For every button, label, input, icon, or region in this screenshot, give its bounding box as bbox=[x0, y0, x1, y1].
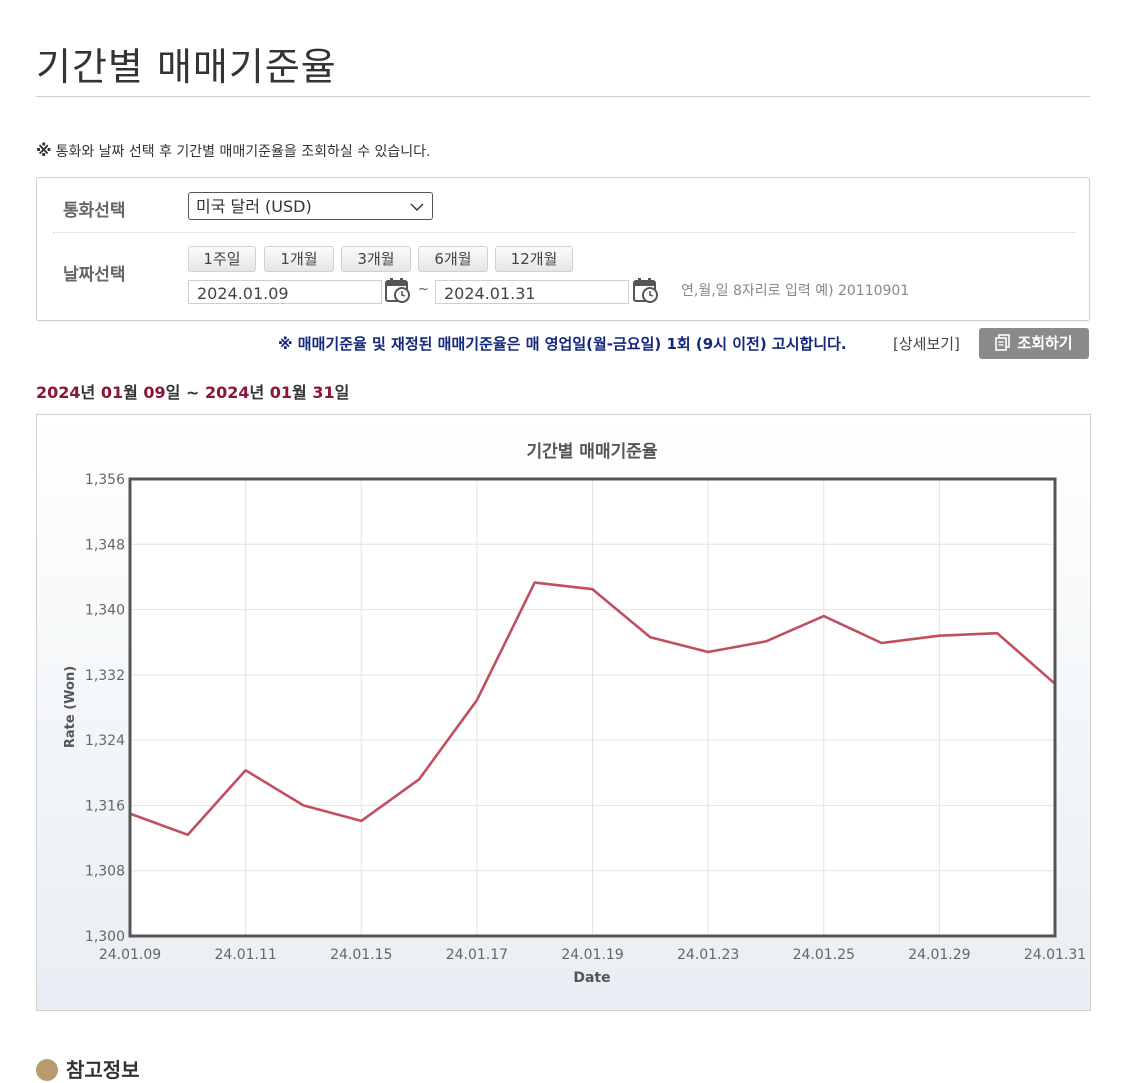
y-tick-label: 1,340 bbox=[85, 603, 125, 619]
date-range-heading: 2024년 01월 09일 ~ 2024년 01월 31일 bbox=[36, 379, 349, 403]
notice: ※ 통화와 날짜 선택 후 기간별 매매기준율을 조회하실 수 있습니다. bbox=[36, 141, 431, 161]
coin-icon bbox=[36, 1059, 58, 1081]
y-tick-label: 1,324 bbox=[85, 733, 125, 749]
x-tick-label: 24.01.25 bbox=[793, 947, 855, 963]
y-tick-label: 1,308 bbox=[85, 864, 125, 880]
end-day: 31 bbox=[312, 383, 335, 402]
chart-grid bbox=[129, 478, 1056, 937]
currency-select[interactable]: 미국 달러 (USD) bbox=[188, 192, 433, 220]
series-line bbox=[129, 581, 1056, 837]
period-button-12m[interactable]: 12개월 bbox=[495, 246, 573, 272]
month-unit: 월 bbox=[292, 383, 313, 402]
month-unit: 월 bbox=[123, 383, 144, 402]
x-tick-label: 24.01.11 bbox=[214, 947, 276, 963]
search-button[interactable]: 조회하기 bbox=[979, 328, 1089, 359]
plot-frame bbox=[128, 477, 1057, 938]
x-axis-label: Date bbox=[573, 970, 610, 986]
notice-mark: ※ bbox=[36, 141, 52, 160]
end-date-input[interactable]: 2024.01.31 bbox=[435, 280, 629, 304]
y-tick-label: 1,332 bbox=[85, 668, 125, 684]
x-tick-label: 24.01.17 bbox=[446, 947, 508, 963]
reference-heading: 참고정보 bbox=[36, 1054, 140, 1083]
start-year: 2024 bbox=[36, 383, 81, 402]
date-label: 날짜선택 bbox=[63, 265, 126, 285]
period-button-1m[interactable]: 1개월 bbox=[264, 246, 334, 272]
day-unit: 일 bbox=[334, 383, 350, 402]
rate-chart: 기간별 매매기준율 Date Rate (Won) 1,300 1,308 1,31… bbox=[36, 414, 1091, 1011]
currency-value: 미국 달러 (USD) bbox=[196, 197, 312, 216]
x-tick-labels: 24.01.09 24.01.11 24.01.15 24.01.17 24.01.19… bbox=[99, 947, 1086, 963]
currency-label: 통화선택 bbox=[63, 201, 126, 221]
start-date-input[interactable]: 2024.01.09 bbox=[188, 280, 382, 304]
calendar-icon[interactable] bbox=[385, 277, 411, 303]
x-tick-label: 24.01.23 bbox=[677, 947, 739, 963]
date-separator: ~ bbox=[418, 282, 429, 297]
year-unit: 년 bbox=[249, 383, 270, 402]
document-icon bbox=[995, 331, 1011, 362]
x-tick-label: 24.01.09 bbox=[99, 947, 161, 963]
notice-text: 통화와 날짜 선택 후 기간별 매매기준율을 조회하실 수 있습니다. bbox=[55, 144, 431, 160]
publication-notice: ※ 매매기준율 및 재정된 매매기준율은 매 영업일(월-금요일) 1회 (9시… bbox=[278, 335, 847, 353]
search-button-label: 조회하기 bbox=[1017, 334, 1073, 352]
x-tick-label: 24.01.15 bbox=[330, 947, 392, 963]
chevron-down-icon bbox=[410, 193, 424, 231]
date-hint: 연,월,일 8자리로 입력 예) 20110901 bbox=[681, 283, 910, 299]
y-tick-label: 1,316 bbox=[85, 798, 125, 814]
y-tick-label: 1,356 bbox=[85, 472, 125, 488]
period-button-3m[interactable]: 3개월 bbox=[341, 246, 411, 272]
start-day: 09 bbox=[143, 383, 166, 402]
x-tick-label: 24.01.19 bbox=[561, 947, 623, 963]
x-tick-label: 24.01.29 bbox=[908, 947, 970, 963]
period-button-1w[interactable]: 1주일 bbox=[188, 246, 256, 272]
x-tick-label: 24.01.31 bbox=[1024, 947, 1086, 963]
chart-title: 기간별 매매기준율 bbox=[526, 442, 657, 462]
period-button-6m[interactable]: 6개월 bbox=[418, 246, 488, 272]
calendar-icon[interactable] bbox=[633, 277, 659, 303]
y-tick-label: 1,348 bbox=[85, 537, 125, 553]
reference-heading-text: 참고정보 bbox=[66, 1058, 140, 1082]
row-divider bbox=[53, 232, 1075, 233]
search-panel: 통화선택 미국 달러 (USD) 날짜선택 1주일 1개월 3개월 6개월 12… bbox=[36, 177, 1090, 321]
end-year: 2024 bbox=[204, 383, 250, 402]
title-divider bbox=[36, 96, 1090, 97]
day-unit: 일 ~ bbox=[165, 383, 205, 402]
end-month: 01 bbox=[269, 383, 293, 402]
y-axis-label: Rate (Won) bbox=[63, 666, 78, 748]
y-tick-label: 1,300 bbox=[85, 929, 125, 945]
page-title: 기간별 매매기준율 bbox=[36, 45, 337, 89]
rate-chart-svg: 기간별 매매기준율 Date Rate (Won) 1,300 1,308 1,31… bbox=[63, 442, 1086, 986]
y-tick-labels: 1,300 1,308 1,316 1,324 1,332 1,340 1,348 1,356 bbox=[85, 472, 125, 945]
detail-link[interactable]: [상세보기] bbox=[893, 335, 960, 353]
start-month: 01 bbox=[100, 383, 124, 402]
year-unit: 년 bbox=[80, 383, 101, 402]
